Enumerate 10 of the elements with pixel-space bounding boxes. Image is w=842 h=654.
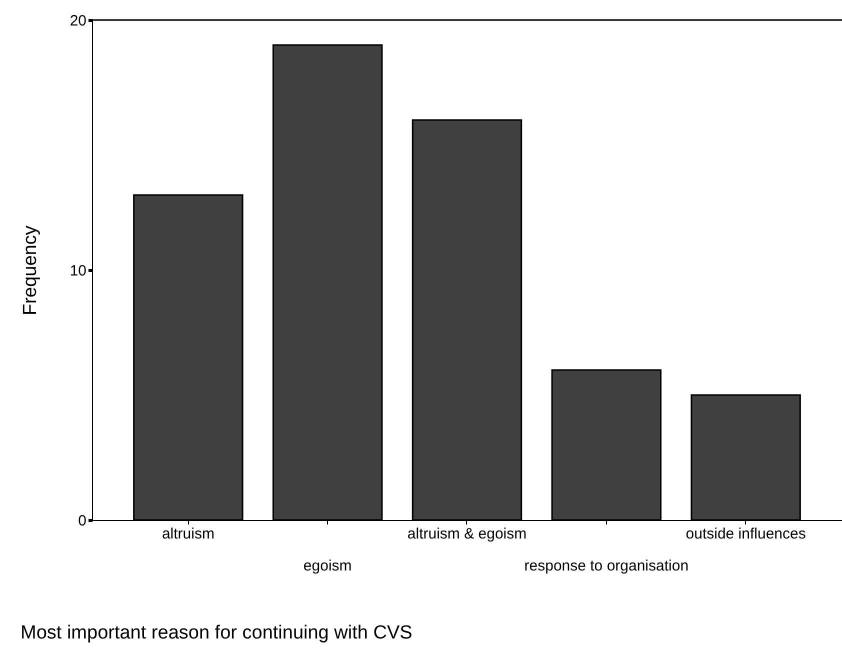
- x-tick-label: altruism: [162, 526, 214, 542]
- y-tick-label: 0: [78, 512, 86, 530]
- x-tick-label: response to organisation: [524, 558, 689, 574]
- x-tick-label: altruism & egoism: [407, 526, 527, 542]
- y-tick-label: 10: [70, 262, 86, 280]
- x-axis-title: Most important reason for continuing with CVS: [20, 622, 412, 644]
- y-tick-label: 20: [70, 12, 86, 30]
- x-tick-label: egoism: [303, 558, 352, 574]
- y-axis-title: Frequency: [20, 225, 41, 316]
- x-tick-label: outside influences: [686, 526, 806, 542]
